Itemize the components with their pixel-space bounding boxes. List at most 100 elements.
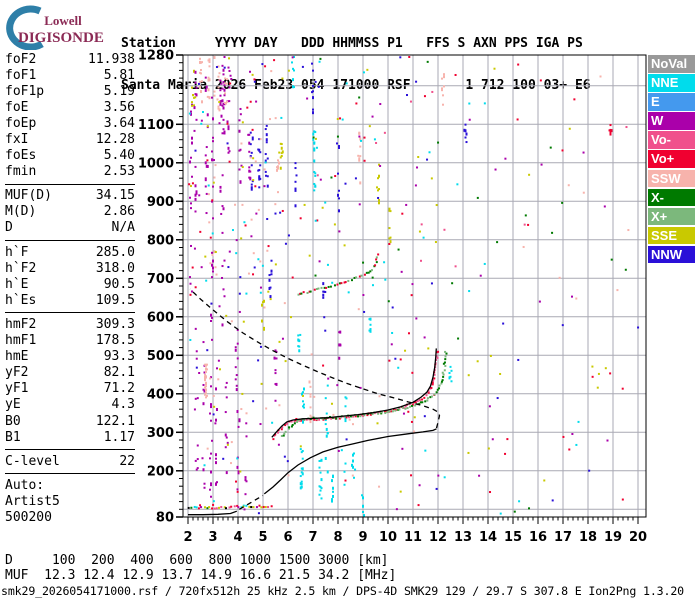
parameter-row-foes: foEs 5.40 — [5, 148, 135, 164]
echo-noise-dot — [400, 270, 403, 273]
echo-noise-dot — [308, 254, 311, 257]
echo-noise-dot — [210, 319, 212, 322]
echo-noise-dot — [235, 384, 238, 387]
echo-noise-dot — [203, 482, 206, 485]
echo-noise-dot — [227, 66, 230, 69]
echo-noise-dot — [237, 472, 240, 475]
echo-noise-dot — [523, 223, 526, 226]
echo-noise-dot — [437, 474, 440, 477]
echo-noise-dot — [301, 472, 304, 476]
echo-noise-dot — [325, 412, 328, 415]
echo-noise-dot — [222, 68, 225, 72]
echo-noise-dot — [226, 82, 228, 85]
echo-noise-dot — [276, 168, 278, 172]
echo-noise-dot — [200, 68, 202, 71]
echo-noise-dot — [388, 243, 391, 246]
echo-noise-dot — [280, 146, 283, 150]
echo-noise-dot — [413, 416, 416, 419]
echo-noise-dot — [194, 149, 197, 152]
echo-noise-dot — [228, 150, 231, 153]
echo-noise-dot — [211, 232, 214, 235]
x-axis-tick-label: 9 — [358, 530, 367, 545]
echo-noise-dot — [265, 133, 268, 137]
echo-noise-dot — [561, 324, 564, 327]
echo-noise-dot — [205, 385, 207, 388]
echo-noise-dot — [245, 480, 248, 483]
f2-x-mode-trace-dot — [312, 416, 315, 419]
echo-noise-dot — [376, 422, 379, 425]
echo-noise-dot — [193, 96, 195, 99]
echo-noise-dot — [205, 396, 207, 399]
parameter-row-fof1p: foF1p 5.19 — [5, 83, 135, 99]
echo-noise-dot — [220, 82, 223, 85]
f2-o-mode-trace-dot — [352, 415, 355, 418]
f2-o-mode-trace-dot — [333, 417, 336, 420]
echo-noise-dot — [248, 166, 251, 169]
f2-x-mode-trace-dot — [290, 425, 293, 428]
echo-noise-dot — [242, 320, 245, 323]
echo-noise-dot — [223, 66, 226, 69]
echo-noise-dot — [278, 151, 281, 154]
echo-noise-dot — [319, 485, 322, 488]
echo-noise-dot — [378, 485, 381, 488]
f2-x-mode-trace-dot — [293, 422, 296, 425]
second-hop-trace-dot — [343, 281, 346, 284]
echo-noise-dot — [249, 100, 252, 103]
f2-x-mode-trace-dot — [344, 415, 347, 418]
parameter-label: yF1 — [5, 381, 29, 397]
x-axis-tick-label: 6 — [283, 530, 292, 545]
echo-noise-dot — [363, 159, 366, 162]
echo-noise-dot — [240, 408, 243, 411]
es-layer-trace-dot — [203, 506, 206, 509]
echo-noise-dot — [212, 140, 214, 143]
echo-noise-dot — [223, 94, 226, 97]
echo-noise-dot — [426, 158, 429, 161]
echo-noise-dot — [358, 135, 361, 138]
echo-noise-dot — [506, 438, 509, 441]
parameter-row-fmin: fmin 2.53 — [5, 164, 135, 180]
f2-x-mode-trace-dot — [380, 411, 383, 414]
echo-noise-dot — [192, 94, 194, 97]
echo-noise-dot — [189, 282, 192, 285]
echo-noise-dot — [321, 206, 324, 209]
echo-noise-dot — [362, 504, 364, 508]
x-axis-tick-label: 15 — [504, 530, 522, 545]
second-hop-trace-dot — [306, 291, 309, 294]
echo-noise-dot — [191, 86, 193, 89]
f2-o-mode-trace-dot — [425, 394, 428, 397]
echo-noise-dot — [609, 132, 612, 135]
echo-noise-dot — [359, 155, 362, 158]
echo-noise-dot — [291, 61, 293, 64]
second-hop-trace-dot — [344, 281, 347, 284]
echo-noise-dot — [355, 102, 358, 105]
f2-o-mode-trace-dot — [280, 428, 283, 431]
echo-noise-dot — [194, 197, 197, 201]
f2-o-mode-trace-dot — [392, 408, 395, 411]
echo-noise-dot — [408, 56, 411, 58]
echo-noise-dot — [203, 364, 206, 367]
parameter-row-mufd: MUF(D) 34.15 — [5, 188, 135, 204]
es-layer-trace-dot — [217, 506, 220, 509]
f2-x-mode-trace-dot — [321, 417, 324, 420]
echo-noise-dot — [278, 161, 280, 164]
echo-noise-dot — [206, 447, 209, 450]
f2-x-mode-trace-dot — [442, 375, 445, 378]
echo-noise-dot — [277, 191, 279, 194]
echo-noise-dot — [194, 210, 197, 213]
echo-noise-dot — [215, 66, 218, 69]
second-hop-trace-dot — [300, 292, 303, 295]
echo-noise-dot — [340, 449, 343, 452]
echo-noise-dot — [407, 332, 410, 335]
y-axis-tick-label: 600 — [147, 310, 174, 325]
x-axis-tick-label: 11 — [404, 530, 422, 545]
echo-noise-dot — [357, 308, 360, 311]
second-hop-trace-dot — [370, 269, 373, 272]
x-axis-tick-label: 18 — [579, 530, 597, 545]
echo-noise-dot — [269, 295, 272, 299]
echo-noise-dot — [244, 493, 247, 496]
echo-noise-dot — [322, 293, 325, 297]
echo-noise-dot — [191, 141, 193, 145]
legend-item-vo+: Vo+ — [648, 150, 695, 168]
echo-noise-dot — [212, 136, 214, 139]
echo-noise-dot — [230, 462, 233, 465]
